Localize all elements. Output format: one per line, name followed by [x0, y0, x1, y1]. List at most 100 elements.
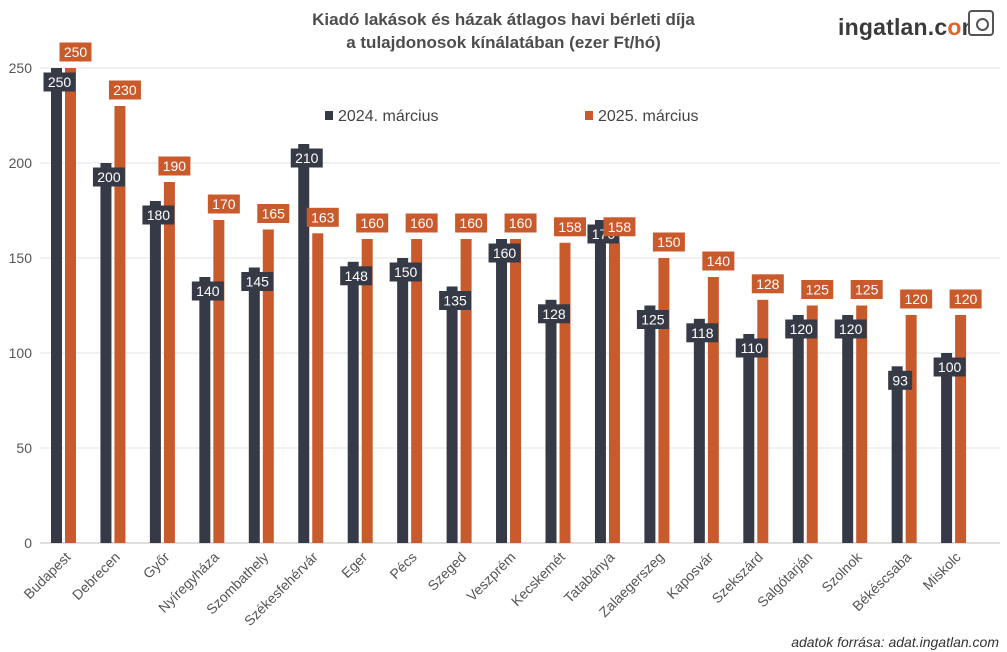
y-tick-label-100: 100 — [9, 345, 33, 361]
data-label-box — [538, 304, 570, 324]
image-search-icon[interactable] — [968, 10, 994, 36]
logo-text-accent: o — [947, 14, 962, 40]
bar-2024-13 — [693, 318, 705, 543]
bar-2024-12 — [644, 305, 656, 543]
legend-label: 2025. március — [598, 108, 699, 125]
bar-2024-11 — [594, 220, 606, 543]
data-label-box — [290, 148, 323, 168]
bar-2024-16 — [842, 315, 854, 543]
bar-2025-5 — [312, 233, 324, 544]
data-label-text: 170 — [212, 196, 236, 212]
data-label-2025-7: 160 — [405, 213, 438, 233]
data-label-box — [785, 319, 818, 339]
data-label-2025-13: 140 — [702, 251, 735, 271]
data-label-box — [191, 281, 224, 301]
bar-2025-13 — [707, 277, 719, 543]
bar-2025-9 — [510, 239, 522, 543]
data-label-2024-8: 135 — [439, 291, 472, 310]
bar-2024-18 — [941, 353, 953, 543]
chart-title-line-2: a tulajdonosok kínálatában (ezer Ft/hó) — [346, 33, 661, 52]
data-label-2025-11: 158 — [603, 217, 636, 237]
y-axis: 0 50 100 150 200 250 — [9, 60, 33, 551]
bar-2025-18 — [955, 315, 967, 543]
bar-2024-8 — [446, 286, 458, 543]
bar-2025-1 — [114, 106, 126, 543]
bar-2024-9 — [496, 239, 508, 543]
data-label-text: 100 — [938, 359, 962, 375]
data-label-box — [389, 262, 422, 282]
data-label-text: 150 — [657, 234, 681, 250]
bar-2024-14 — [743, 334, 755, 543]
data-label-2024-16: 120 — [834, 319, 867, 339]
data-label-2025-10: 158 — [554, 217, 586, 237]
data-label-box — [751, 274, 784, 294]
data-label-2025-0: 250 — [59, 42, 92, 62]
data-label-text: 140 — [196, 283, 220, 299]
data-label-box — [900, 289, 933, 309]
data-label-2024-4: 145 — [241, 272, 274, 291]
bar-2025-11 — [608, 242, 620, 544]
data-label-text: 125 — [855, 282, 879, 298]
source-note: adatok forrása: adat.ingatlan.com — [791, 634, 999, 650]
data-label-text: 118 — [691, 325, 714, 341]
data-label-box — [142, 205, 175, 225]
data-label-box — [603, 217, 636, 237]
bar-2024-15 — [792, 315, 804, 543]
data-label-2025-6: 160 — [356, 213, 389, 233]
y-tick-label-50: 50 — [16, 440, 32, 456]
data-label-2024-18: 100 — [933, 357, 966, 377]
data-label-2025-17: 120 — [900, 289, 933, 309]
bar-2024-3 — [199, 277, 211, 543]
bar-2025-4 — [262, 229, 274, 543]
data-label-2025-4: 165 — [257, 204, 290, 223]
data-label-2025-5: 163 — [306, 207, 339, 227]
data-label-text: 120 — [904, 291, 928, 307]
data-label-box — [686, 323, 719, 343]
data-label-box — [257, 204, 290, 223]
data-label-text: 120 — [790, 321, 814, 337]
data-label-text: 120 — [839, 321, 863, 337]
data-label-2024-5: 210 — [290, 148, 323, 168]
data-label-text: 180 — [147, 207, 171, 223]
bar-2024-4 — [248, 267, 260, 543]
data-label-text: 93 — [892, 372, 908, 388]
data-label-text: 163 — [311, 209, 335, 225]
bar-2024-17 — [891, 366, 903, 543]
data-label-2024-14: 110 — [735, 338, 768, 358]
data-label-box — [108, 80, 141, 100]
data-label-box — [834, 319, 867, 339]
data-label-text: 250 — [48, 74, 72, 90]
data-label-box — [850, 280, 883, 299]
legend-item-2024: 2024. március — [325, 108, 439, 125]
data-label-box — [43, 72, 76, 92]
data-label-box — [504, 213, 537, 233]
data-label-2025-16: 125 — [850, 280, 883, 299]
bar-2025-17 — [905, 315, 917, 543]
data-label-box — [207, 194, 240, 214]
data-label-2024-6: 148 — [340, 266, 373, 286]
data-label-2025-15: 125 — [801, 280, 834, 299]
x-category-label-2: Győr — [140, 549, 173, 582]
data-label-box — [735, 338, 768, 358]
bar-2024-5 — [298, 144, 310, 543]
data-label-text: 125 — [641, 312, 665, 328]
data-label-2024-3: 140 — [191, 281, 224, 301]
bar-2024-7 — [397, 258, 409, 543]
x-category-label-7: Pécs — [386, 549, 419, 582]
data-label-text: 165 — [262, 206, 286, 222]
bar-2025-10 — [559, 242, 571, 544]
x-category-label-6: Eger — [338, 549, 370, 581]
data-label-text: 190 — [163, 158, 187, 174]
data-label-text: 140 — [707, 253, 731, 269]
data-label-box — [241, 272, 274, 291]
data-label-text: 160 — [410, 215, 434, 231]
x-category-label-1: Debrecen — [69, 549, 123, 603]
brand-logo[interactable]: ingatlan.com — [838, 14, 982, 41]
data-label-box — [949, 289, 982, 309]
bar-2025-6 — [361, 239, 373, 543]
bar-2024-6 — [347, 261, 359, 543]
legend-swatch — [585, 111, 593, 120]
data-label-2025-1: 230 — [108, 80, 141, 100]
data-label-box — [340, 266, 373, 286]
